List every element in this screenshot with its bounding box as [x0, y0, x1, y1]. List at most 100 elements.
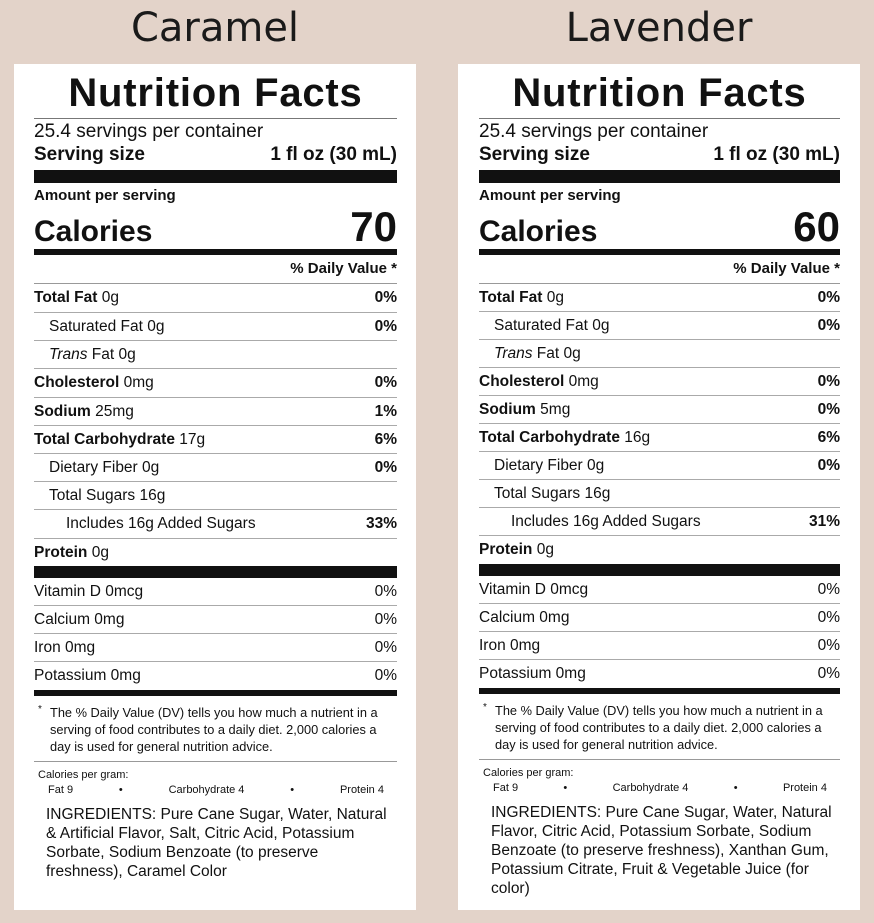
- ingredients: INGREDIENTS: Pure Cane Sugar, Water, Nat…: [46, 806, 387, 880]
- calories-value: 60: [793, 203, 840, 250]
- vitamin-name: Calcium 0mg: [34, 610, 125, 628]
- nutrient-amount: 5mg: [540, 400, 571, 418]
- daily-value-header: % Daily Value *: [479, 255, 840, 284]
- nutrient-row: Total Fat 0g 0%: [479, 284, 840, 312]
- calories-per-gram-label: Calories per gram:: [483, 767, 574, 779]
- servings-per-container: 25.4 servings per container: [34, 121, 264, 142]
- vitamin-row: Vitamin D 0mcg 0%: [479, 576, 840, 604]
- serving-size-row: Serving size 1 fl oz (30 mL): [34, 143, 397, 167]
- cpg-protein: Protein 4: [339, 784, 384, 796]
- nutrient-dv: 1%: [374, 402, 397, 420]
- nutrient-dv: 0%: [374, 317, 397, 335]
- vitamin-row: Vitamin D 0mcg 0%: [34, 578, 397, 606]
- nutrient-name: Total Carbohydrate: [479, 428, 620, 446]
- calories-row: Calories 70: [34, 205, 397, 255]
- serving-size-label: Serving size: [34, 144, 145, 165]
- calories-row: Calories 60: [479, 205, 840, 255]
- serving-size-label: Serving size: [479, 144, 590, 165]
- footnote: * The % Daily Value (DV) tells you how m…: [34, 696, 397, 762]
- nutrient-name: Total Sugars: [49, 486, 136, 504]
- nutrient-dv: 0%: [374, 458, 397, 476]
- nutrient-name: Total Carbohydrate: [34, 430, 175, 448]
- vitamin-dv: 0%: [817, 636, 840, 654]
- cpg-fat: Fat 9: [493, 782, 519, 794]
- nutrient-row: Trans Fat 0g: [34, 341, 397, 369]
- nutrient-row: Dietary Fiber 0g 0%: [479, 452, 840, 480]
- nutrient-dv: 0%: [374, 374, 397, 391]
- serving-size-value: 1 fl oz (30 mL): [270, 144, 397, 165]
- nutrient-amount: 0mg: [123, 374, 154, 391]
- nutrient-amount: Fat 0g: [536, 344, 581, 362]
- nutrient-row: Total Carbohydrate 17g 6%: [34, 426, 397, 454]
- nutrient-row: Saturated Fat 0g 0%: [479, 312, 840, 340]
- nutrition-facts-title: Nutrition Facts: [479, 70, 840, 119]
- nutrition-label-caramel: Nutrition Facts 25.4 servings per contai…: [14, 64, 416, 910]
- cpg-fat: Fat 9: [48, 784, 74, 796]
- amount-per-serving: Amount per serving: [34, 187, 176, 204]
- nutrient-row: Total Sugars 16g: [479, 480, 840, 508]
- calories-per-gram: Calories per gram: Fat 9 • Carbohydrate …: [34, 762, 397, 797]
- nutrient-row: Cholesterol 0mg 0%: [479, 368, 840, 396]
- nutrient-dv: 0%: [817, 372, 840, 390]
- nutrient-name: Protein: [479, 541, 533, 558]
- cpg-bullet: •: [733, 782, 738, 794]
- nutrient-row: Dietary Fiber 0g 0%: [34, 454, 397, 482]
- nutrient-dv: 0%: [817, 288, 840, 306]
- nutrient-name: Dietary Fiber: [494, 456, 583, 474]
- nutrient-amount: 17g: [179, 430, 206, 448]
- nutrient-name: Saturated Fat: [494, 316, 588, 334]
- nutrient-amount: 16g: [584, 484, 611, 502]
- nutrient-name: Cholesterol: [479, 372, 565, 390]
- nutrient-name: Cholesterol: [34, 374, 120, 391]
- nutrition-label-lavender: Nutrition Facts 25.4 servings per contai…: [458, 64, 860, 910]
- nutrient-name: Sodium: [479, 400, 536, 418]
- divider-thick: [34, 170, 397, 183]
- calories-per-gram-values: Fat 9 • Carbohydrate 4 • Protein 4: [38, 782, 397, 797]
- calories-per-gram-values: Fat 9 • Carbohydrate 4 • Protein 4: [483, 780, 840, 795]
- calories-per-gram-label: Calories per gram:: [38, 769, 129, 781]
- vitamin-name: Iron 0mg: [479, 636, 541, 654]
- vitamin-dv: 0%: [374, 610, 397, 628]
- nutrient-amount: 0g: [101, 289, 119, 306]
- nutrient-name: Dietary Fiber: [49, 458, 138, 476]
- vitamin-row: Iron 0mg 0%: [479, 632, 840, 660]
- nutrient-name: Total Sugars: [494, 484, 581, 502]
- footnote-text: The % Daily Value (DV) tells you how muc…: [50, 705, 378, 754]
- vitamin-dv: 0%: [374, 638, 397, 656]
- nutrient-name: Trans: [49, 345, 88, 363]
- cpg-bullet: •: [290, 784, 295, 796]
- nutrient-amount: Fat 0g: [91, 345, 136, 363]
- vitamin-row: Potassium 0mg 0%: [34, 662, 397, 690]
- vitamin-row: Calcium 0mg 0%: [34, 606, 397, 634]
- serving-size-value: 1 fl oz (30 mL): [713, 144, 840, 165]
- divider-thick: [479, 170, 840, 183]
- cpg-carbohydrate: Carbohydrate 4: [168, 784, 245, 796]
- vitamin-dv: 0%: [374, 667, 397, 684]
- nutrient-name: Total Fat: [479, 288, 543, 306]
- nutrient-amount: 25mg: [95, 402, 134, 420]
- nutrient-name: Sodium: [34, 402, 91, 420]
- nutrient-row: Saturated Fat 0g 0%: [34, 313, 397, 341]
- footnote-star: *: [38, 704, 42, 715]
- cpg-carbohydrate: Carbohydrate 4: [612, 782, 689, 794]
- vitamin-row: Potassium 0mg 0%: [479, 660, 840, 688]
- nutrient-dv: 33%: [365, 515, 397, 532]
- nutrient-dv: 0%: [817, 456, 840, 474]
- daily-value-header: % Daily Value *: [34, 255, 397, 284]
- footnote-star: *: [483, 702, 487, 713]
- flavor-title-caramel: Caramel: [130, 5, 300, 51]
- nutrient-row: Protein 0g: [34, 539, 397, 566]
- vitamin-name: Potassium 0mg: [479, 665, 586, 682]
- nutrient-amount: 16g: [624, 428, 651, 446]
- divider-thick: [479, 564, 840, 576]
- nutrient-name: Includes 16g Added Sugars: [511, 512, 701, 530]
- nutrient-row: Sodium 5mg 0%: [479, 396, 840, 424]
- vitamin-dv: 0%: [817, 608, 840, 626]
- calories-per-gram: Calories per gram: Fat 9 • Carbohydrate …: [479, 760, 840, 795]
- vitamin-name: Iron 0mg: [34, 638, 96, 656]
- nutrient-row: Total Carbohydrate 16g 6%: [479, 424, 840, 452]
- flavor-title-lavender: Lavender: [565, 5, 753, 51]
- nutrient-dv: 6%: [374, 430, 397, 448]
- calories-label: Calories: [34, 215, 153, 248]
- nutrient-amount: 0g: [142, 458, 160, 476]
